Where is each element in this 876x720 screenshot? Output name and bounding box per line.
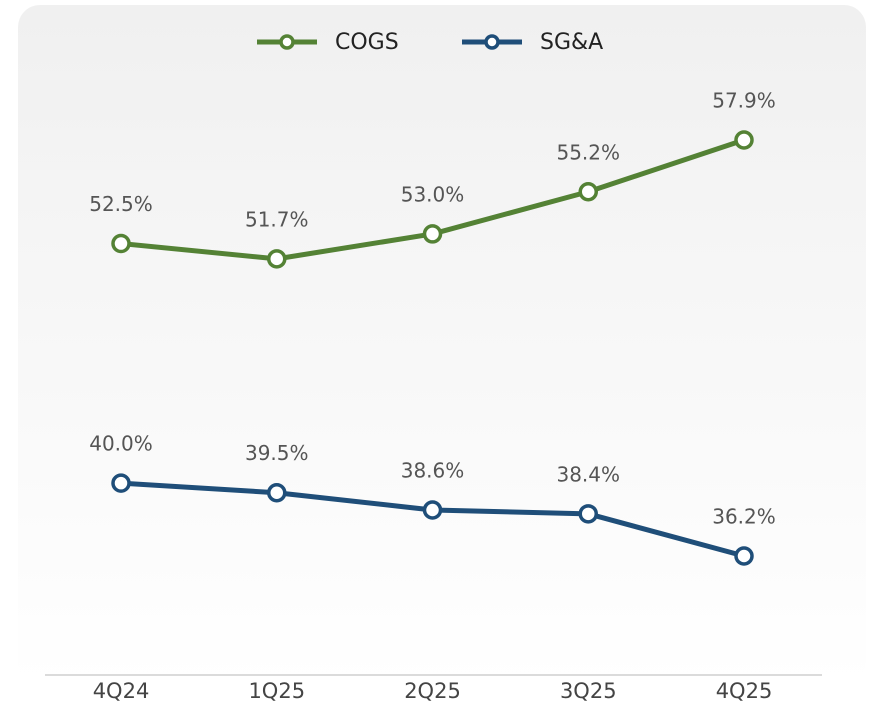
legend-label: COGS <box>335 30 399 55</box>
data-label: 51.7% <box>245 207 309 231</box>
legend-marker <box>484 34 500 50</box>
data-point <box>422 224 443 244</box>
x-tick-label: 4Q24 <box>93 679 150 703</box>
data-label: 39.5% <box>245 441 309 465</box>
x-tick-label: 4Q25 <box>716 679 773 703</box>
data-point <box>578 182 598 202</box>
data-point <box>111 473 131 493</box>
data-point <box>578 504 598 524</box>
data-point <box>734 546 754 566</box>
data-label: 55.2% <box>556 140 620 164</box>
data-label: 53.0% <box>401 182 465 206</box>
data-point <box>734 130 754 150</box>
data-point <box>422 500 443 520</box>
data-label: 57.9% <box>712 89 776 113</box>
data-point <box>111 233 131 254</box>
legend-marker <box>279 34 295 50</box>
x-tick-label: 2Q25 <box>404 679 461 703</box>
plot-background <box>18 5 866 685</box>
x-tick-label: 1Q25 <box>248 679 305 703</box>
data-label: 38.6% <box>401 458 465 482</box>
x-tick-label: 3Q25 <box>560 679 617 703</box>
data-point <box>267 482 287 503</box>
data-label: 36.2% <box>712 505 776 529</box>
legend-label: SG&A <box>540 30 603 55</box>
data-label: 52.5% <box>89 192 153 216</box>
data-point <box>267 249 287 269</box>
data-label: 38.4% <box>556 462 620 486</box>
data-label: 40.0% <box>89 432 153 456</box>
